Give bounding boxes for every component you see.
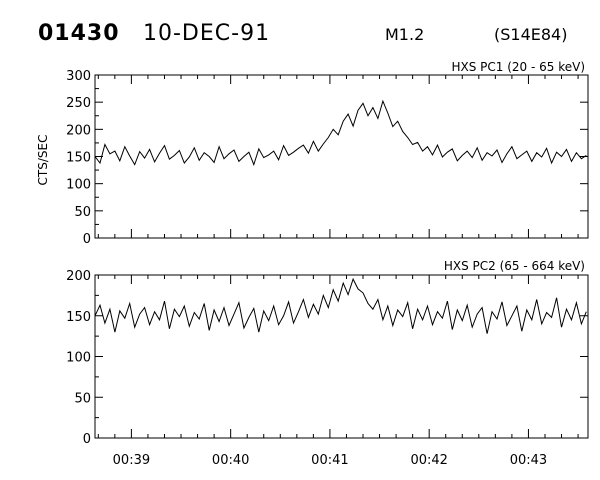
y-tick-label: 100 — [66, 351, 91, 366]
y-tick-label: 0 — [83, 232, 91, 247]
y-tick-label: 50 — [74, 391, 91, 406]
event-date: 10-DEC-91 — [143, 21, 270, 46]
y-tick-label: 250 — [66, 96, 91, 111]
x-tick-label: 00:40 — [212, 453, 249, 468]
flare-location: (S14E84) — [494, 25, 567, 44]
flare-class: M1.2 — [385, 25, 424, 44]
y-tick-label: 300 — [66, 69, 91, 84]
y-tick-label: 200 — [66, 269, 91, 284]
y-tick-label: 100 — [66, 178, 91, 193]
x-tick-label: 00:41 — [311, 453, 348, 468]
y-tick-label: 200 — [66, 123, 91, 138]
y-tick-label: 0 — [83, 432, 91, 447]
panel-pc2: HXS PC2 (65 - 664 keV) 0 50 100 150 200 00:39… — [66, 259, 589, 468]
panel-pc2-title: HXS PC2 (65 - 664 keV) — [444, 259, 585, 273]
y-tick-label: 150 — [66, 151, 91, 166]
x-tick-label: 00:39 — [113, 453, 150, 468]
panel-pc1-title: HXS PC1 (20 - 65 keV) — [451, 60, 585, 74]
y-axis-label: CTS/SEC — [36, 135, 50, 186]
y-tick-label: 50 — [74, 205, 91, 220]
plot-frame — [94, 274, 589, 439]
series-line — [94, 277, 587, 334]
event-id: 01430 — [38, 21, 120, 46]
panel-pc1: HXS PC1 (20 - 65 keV) CTS/SEC 0 50 100 150 2… — [36, 60, 589, 247]
x-tick-label: 00:43 — [510, 453, 547, 468]
series-line — [94, 99, 587, 167]
x-tick-label: 00:42 — [410, 453, 447, 468]
y-tick-label: 150 — [66, 310, 91, 325]
